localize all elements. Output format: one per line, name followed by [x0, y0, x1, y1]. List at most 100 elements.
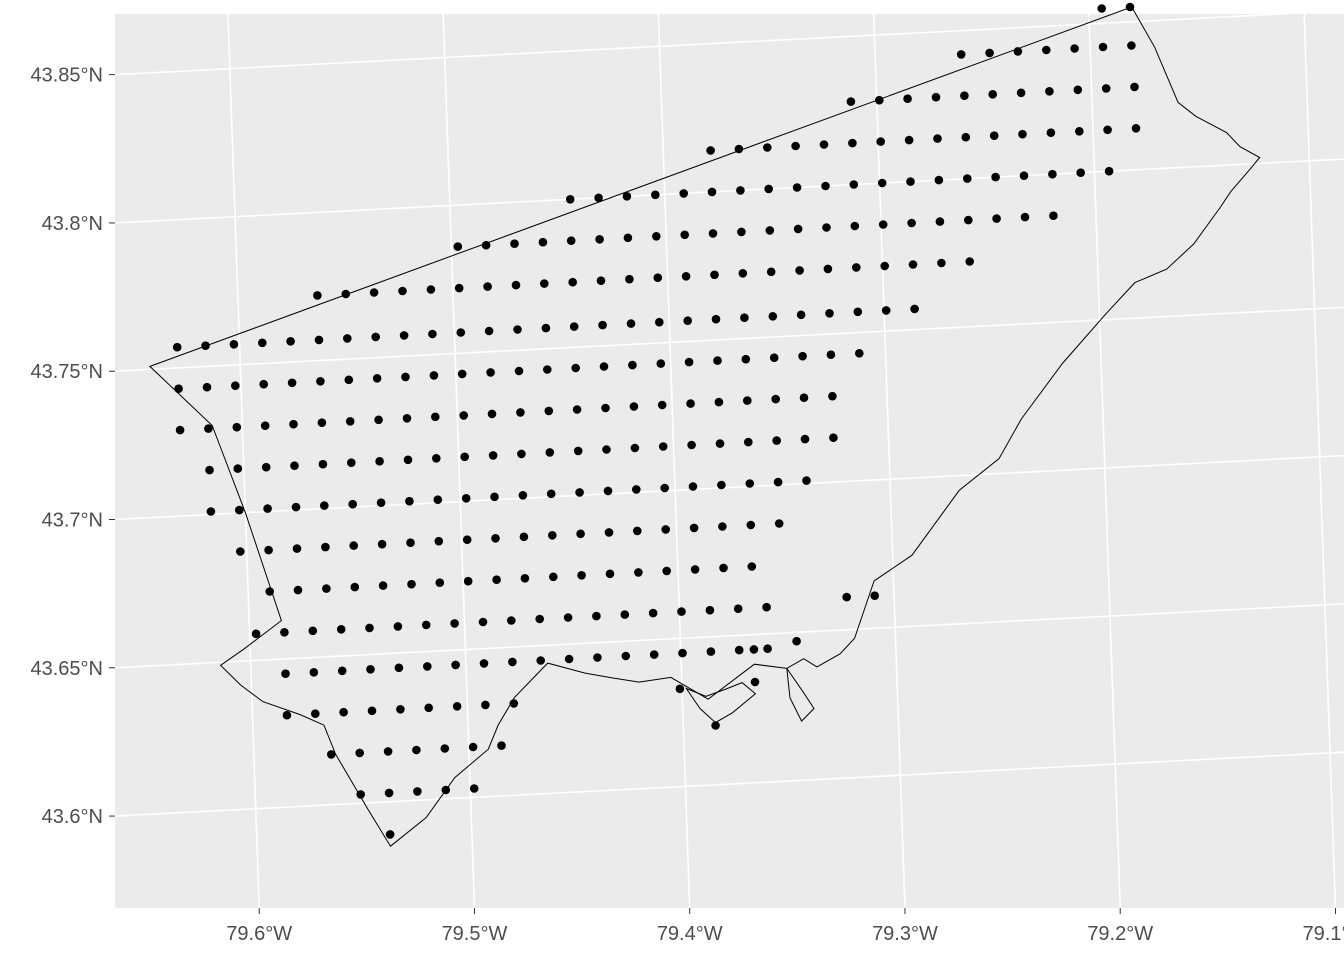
grid-point	[232, 422, 242, 432]
grid-point	[514, 366, 524, 376]
grid-point	[961, 132, 971, 142]
grid-point	[596, 276, 606, 286]
grid-point	[870, 591, 879, 600]
grid-point	[852, 263, 861, 272]
grid-point	[377, 539, 387, 549]
grid-point	[680, 230, 689, 240]
parallel-line	[0, 306, 1344, 378]
grid-point	[450, 619, 459, 628]
grid-point	[655, 317, 664, 327]
grid-point	[394, 663, 404, 673]
island-outline	[786, 668, 815, 722]
grid-point	[483, 282, 492, 291]
grid-point	[846, 97, 856, 106]
grid-point	[236, 547, 245, 556]
grid-point	[375, 457, 384, 466]
grid-point	[568, 277, 577, 287]
grid-point	[487, 409, 497, 419]
grid-point	[261, 462, 271, 472]
grid-point	[690, 565, 700, 574]
grid-point	[490, 492, 499, 502]
grid-point	[819, 140, 829, 149]
grid-point	[412, 745, 421, 755]
grid-point	[877, 178, 887, 188]
grid-point	[744, 437, 753, 447]
grid-point	[826, 350, 836, 360]
grid-point	[715, 439, 725, 448]
grid-point	[372, 374, 382, 383]
grid-point	[734, 144, 744, 154]
grid-point	[287, 378, 297, 388]
grid-point	[535, 614, 544, 624]
grid-point	[762, 602, 771, 612]
grid-point	[594, 193, 603, 203]
grid-point	[233, 464, 243, 473]
grid-point	[850, 221, 860, 231]
grid-point	[684, 357, 694, 367]
grid-point	[316, 377, 325, 386]
grid-point	[823, 264, 833, 274]
parallel-line	[4, 751, 1344, 823]
grid-point	[634, 568, 643, 577]
meridian-line	[1087, 0, 1123, 960]
grid-point	[308, 626, 318, 636]
grid-point	[264, 545, 273, 555]
grid-point	[491, 534, 500, 543]
x-tick-label: 79.4°W	[657, 923, 723, 945]
parallel-line	[0, 454, 1344, 527]
grid-point	[800, 434, 810, 444]
grid-point	[175, 425, 185, 435]
grid-point	[497, 741, 506, 750]
grid-point	[658, 442, 668, 451]
grid-point	[282, 710, 292, 720]
grid-point	[677, 607, 686, 616]
grid-point	[371, 332, 381, 342]
grid-point	[322, 584, 331, 593]
meridian-line	[226, 0, 262, 960]
grid-point	[376, 498, 386, 508]
grid-point	[398, 286, 407, 296]
parallel-line	[0, 603, 1344, 675]
grid-point	[469, 784, 479, 793]
grid-point	[675, 684, 685, 694]
grid-point	[1076, 168, 1085, 177]
x-tick-label: 79.2°W	[1087, 923, 1153, 945]
grid-point	[484, 326, 494, 336]
grid-point	[356, 790, 366, 799]
grid-point	[263, 504, 272, 513]
grid-point	[311, 709, 320, 718]
grid-point	[965, 257, 974, 266]
grid-point	[549, 572, 558, 582]
grid-point	[795, 266, 804, 275]
grid-point	[431, 412, 440, 422]
grid-point	[822, 223, 831, 232]
grid-point	[601, 403, 610, 413]
y-tick-label: 43.65°N	[31, 658, 104, 680]
grid-point	[802, 476, 811, 485]
y-tick-label: 43.7°N	[42, 509, 103, 531]
grid-point	[434, 536, 444, 546]
grid-point	[626, 319, 636, 328]
grid-point	[344, 375, 354, 385]
grid-point	[172, 342, 182, 352]
grid-point	[798, 351, 807, 361]
grid-point	[718, 522, 727, 531]
grid-point	[575, 488, 584, 497]
grid-point	[421, 620, 431, 630]
grid-point	[733, 604, 743, 613]
grid-point	[749, 645, 759, 654]
grid-point	[205, 465, 214, 475]
grid-point	[402, 414, 412, 423]
grid-point	[258, 338, 267, 348]
grid-point	[441, 785, 451, 795]
grid-point	[1048, 169, 1057, 179]
grid-point	[1020, 212, 1030, 222]
grid-point	[985, 48, 994, 58]
grid-point	[679, 189, 688, 198]
grid-point	[406, 538, 415, 547]
grid-point	[541, 323, 551, 333]
grid-point	[908, 260, 918, 269]
grid-point	[625, 274, 634, 284]
grid-point	[599, 362, 609, 371]
